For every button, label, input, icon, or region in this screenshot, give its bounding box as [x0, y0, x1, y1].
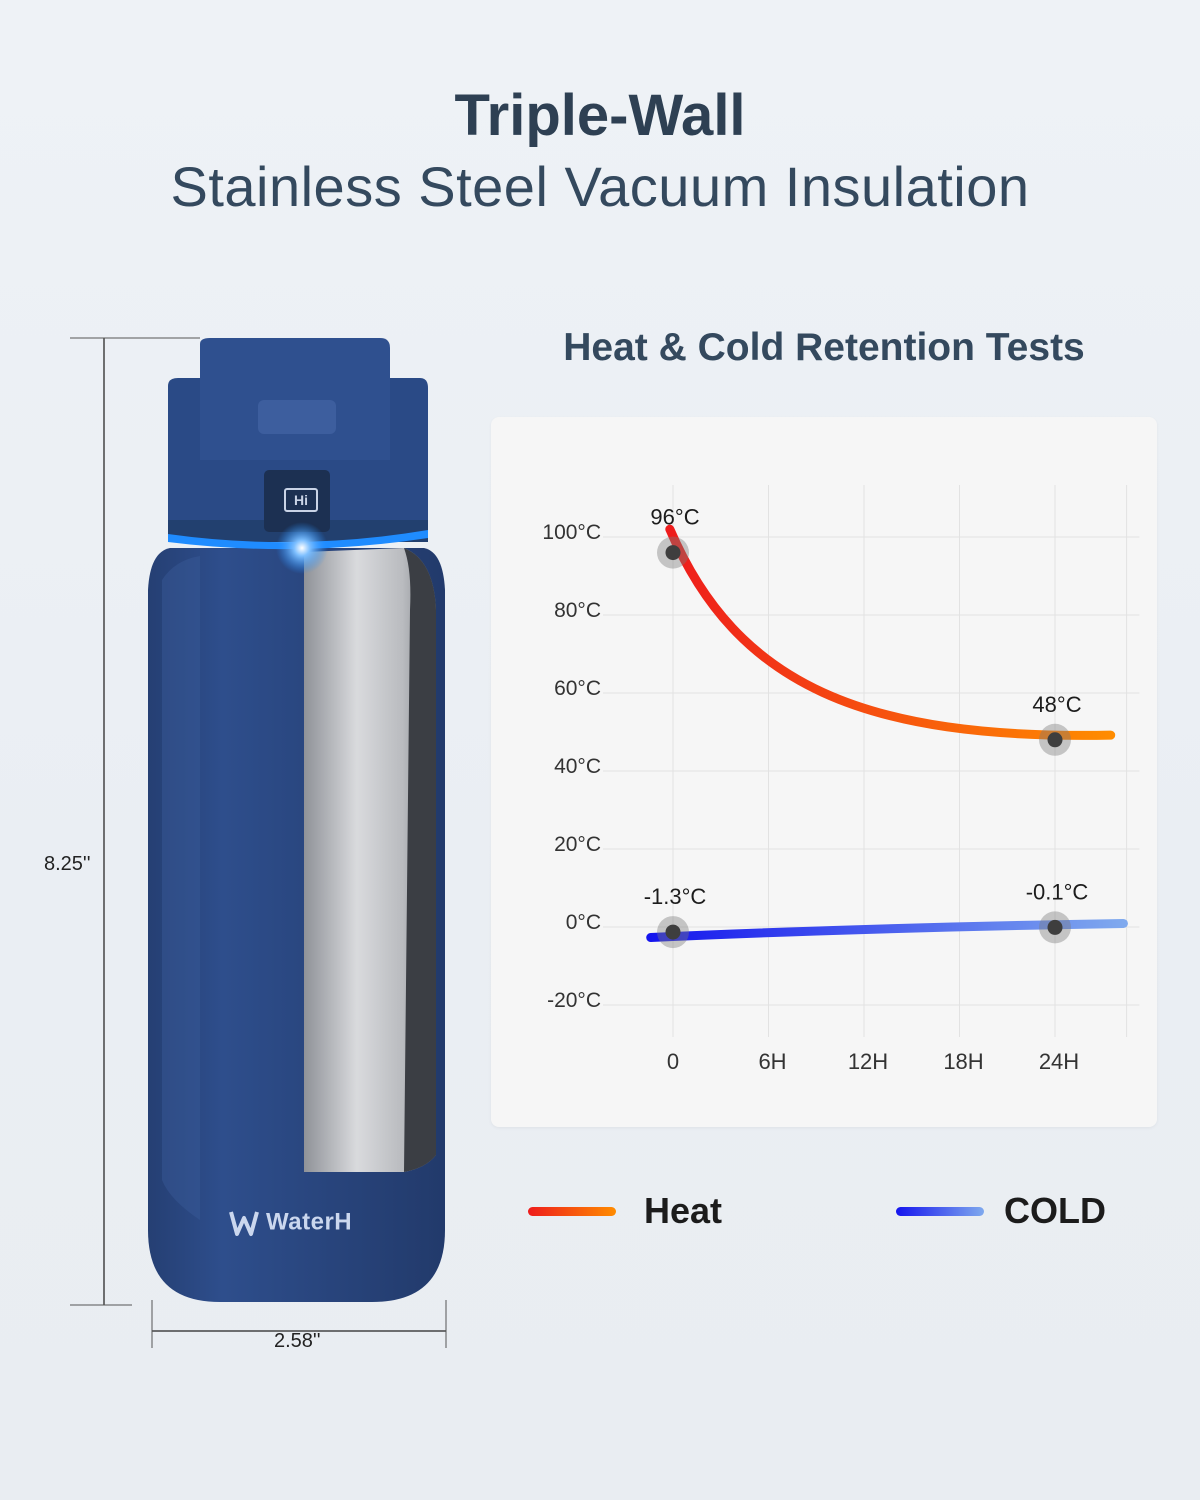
page-title: Triple-Wall: [454, 83, 746, 148]
y-tick-label: 20°C: [554, 833, 601, 856]
brand-name: WaterH: [266, 1208, 353, 1236]
data-label: -0.1°C: [1026, 879, 1089, 904]
x-tick-label: 0: [667, 1049, 679, 1074]
y-tick-label: 100°C: [542, 521, 601, 544]
y-tick-label: -20°C: [547, 989, 601, 1012]
legend-heat-label: Heat: [644, 1190, 723, 1231]
y-tick-label: 60°C: [554, 677, 601, 700]
chart-title: Heat & Cold Retention Tests: [563, 326, 1085, 369]
y-tick-label: 40°C: [554, 755, 601, 778]
data-label: -1.3°C: [644, 884, 707, 909]
legend-cold-label: COLD: [1004, 1190, 1106, 1231]
data-label: 48°C: [1032, 692, 1081, 717]
height-label: 8.25'': [44, 853, 91, 875]
y-tick-label: 80°C: [554, 599, 601, 622]
y-tick-label: 0°C: [566, 911, 601, 934]
x-tick-label: 12H: [848, 1049, 888, 1074]
legend-cold-swatch: [896, 1207, 984, 1216]
brand-mark-icon: [229, 1211, 259, 1236]
data-point: [665, 924, 681, 940]
bottle-illustration: [70, 337, 447, 1348]
x-tick-label: 6H: [758, 1049, 786, 1074]
lid-badge: Hi: [284, 488, 318, 512]
x-tick-label: 24H: [1039, 1049, 1079, 1074]
data-point: [1047, 732, 1063, 748]
legend-cold: COLD: [896, 1190, 1126, 1234]
data-label: 96°C: [650, 505, 699, 530]
brand-logo: WaterH: [228, 1208, 352, 1238]
series-line-heat: [665, 524, 1116, 740]
width-label: 2.58'': [274, 1330, 321, 1352]
legend-heat: Heat: [528, 1190, 748, 1234]
chart-card: 100°C 80°C 60°C 40°C 20°C 0°C -20°C 0 6H 12H 18H 24…: [491, 417, 1157, 1127]
data-point: [665, 545, 681, 561]
x-tick-label: 18H: [943, 1049, 983, 1074]
page-subtitle: Stainless Steel Vacuum Insulation: [170, 155, 1030, 218]
legend-heat-swatch: [528, 1207, 616, 1216]
data-point: [1047, 919, 1063, 935]
retention-chart: 100°C 80°C 60°C 40°C 20°C 0°C -20°C 0 6H 12H 18H 24…: [542, 485, 1140, 1074]
